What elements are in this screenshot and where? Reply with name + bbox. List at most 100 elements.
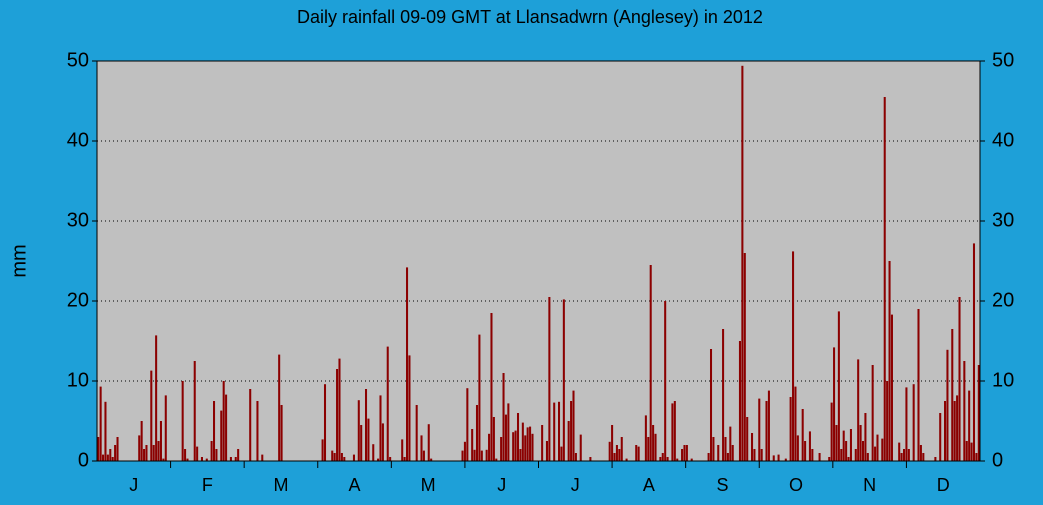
bar bbox=[495, 458, 498, 461]
bar bbox=[589, 457, 592, 461]
x-tick-label: F bbox=[202, 475, 213, 495]
bar bbox=[504, 414, 507, 461]
bar bbox=[835, 425, 838, 461]
bar bbox=[731, 445, 734, 461]
bar bbox=[939, 413, 942, 461]
bar bbox=[222, 381, 225, 461]
bar bbox=[234, 457, 237, 461]
bar bbox=[323, 384, 327, 461]
y-tick-label: 50 bbox=[67, 49, 89, 71]
y2-tick-label: 10 bbox=[992, 369, 1014, 391]
y2-tick-label: 0 bbox=[992, 449, 1003, 471]
bar bbox=[792, 251, 795, 461]
x-tick-label: M bbox=[273, 475, 288, 495]
bar bbox=[111, 457, 114, 461]
bar bbox=[833, 347, 836, 461]
bar bbox=[811, 449, 814, 461]
bar bbox=[461, 450, 464, 461]
bar bbox=[804, 441, 807, 461]
plot-frame bbox=[96, 60, 981, 462]
y-tick-label: 0 bbox=[78, 449, 89, 471]
bar bbox=[652, 425, 655, 461]
bar bbox=[109, 449, 112, 461]
bar bbox=[181, 381, 184, 461]
bar bbox=[502, 373, 505, 461]
bar bbox=[707, 453, 710, 461]
bar bbox=[372, 444, 375, 461]
bar bbox=[905, 387, 908, 461]
bar bbox=[968, 390, 971, 461]
bar bbox=[521, 422, 524, 461]
bar bbox=[917, 309, 920, 461]
bar bbox=[743, 253, 746, 461]
bar bbox=[562, 299, 565, 461]
bar bbox=[572, 390, 575, 461]
bar bbox=[794, 386, 797, 461]
bar bbox=[415, 405, 418, 461]
bar bbox=[210, 441, 213, 461]
x-tick-label: J bbox=[571, 475, 580, 495]
bar bbox=[159, 421, 162, 461]
bar bbox=[237, 449, 240, 461]
bar bbox=[789, 397, 792, 461]
bar bbox=[485, 449, 488, 461]
bar bbox=[360, 425, 363, 461]
bar bbox=[524, 435, 527, 461]
y-tick-label: 20 bbox=[67, 289, 89, 311]
bar bbox=[403, 457, 406, 461]
bar bbox=[186, 458, 189, 461]
bar bbox=[837, 311, 840, 461]
bar bbox=[709, 349, 713, 461]
bar bbox=[471, 429, 474, 461]
bar bbox=[492, 417, 495, 461]
bar bbox=[473, 449, 476, 461]
bar bbox=[336, 369, 339, 461]
x-tick-label: J bbox=[129, 475, 138, 495]
bar bbox=[871, 365, 874, 461]
bar bbox=[116, 437, 119, 461]
bar bbox=[488, 433, 491, 461]
bar bbox=[902, 449, 906, 461]
bar bbox=[644, 415, 647, 461]
bar bbox=[958, 297, 961, 461]
bar bbox=[205, 458, 208, 461]
bar bbox=[143, 449, 146, 461]
bar bbox=[406, 267, 409, 461]
bar bbox=[615, 445, 618, 461]
bar bbox=[430, 458, 433, 461]
bar bbox=[401, 439, 404, 461]
bar bbox=[220, 410, 223, 461]
bar bbox=[427, 424, 430, 461]
bar bbox=[340, 453, 343, 461]
bar bbox=[828, 457, 831, 461]
bar bbox=[466, 388, 469, 461]
bar bbox=[422, 450, 425, 461]
bar bbox=[956, 395, 959, 461]
bar bbox=[164, 395, 167, 461]
bar bbox=[514, 430, 517, 461]
bar bbox=[666, 457, 669, 461]
bar bbox=[608, 441, 611, 461]
bar bbox=[321, 439, 324, 461]
bar bbox=[408, 355, 411, 461]
bar bbox=[866, 453, 869, 461]
x-tick-label: J bbox=[497, 475, 506, 495]
bar bbox=[531, 433, 534, 461]
bar bbox=[548, 297, 551, 461]
bar bbox=[386, 346, 389, 461]
bar bbox=[772, 455, 775, 461]
bar bbox=[261, 454, 264, 461]
bar bbox=[213, 401, 216, 461]
bar bbox=[676, 458, 679, 461]
x-tick-label: M bbox=[421, 475, 436, 495]
bar bbox=[977, 365, 980, 461]
bar bbox=[97, 437, 100, 461]
bar bbox=[907, 449, 910, 461]
bar bbox=[152, 445, 155, 461]
bar bbox=[475, 405, 479, 461]
bar bbox=[738, 341, 741, 461]
x-tick-label: O bbox=[789, 475, 803, 495]
bar bbox=[512, 432, 515, 461]
bar bbox=[145, 445, 148, 461]
bar bbox=[637, 446, 640, 461]
